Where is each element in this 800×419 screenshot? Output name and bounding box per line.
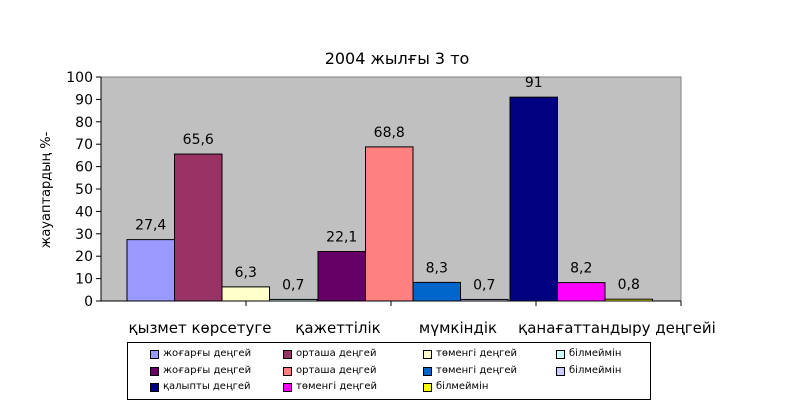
bar <box>317 250 366 302</box>
bar <box>221 286 270 302</box>
legend-swatch <box>423 366 432 376</box>
y-tick-label: 100 <box>66 70 93 86</box>
legend-item: төменгі деңгей <box>423 365 517 378</box>
y-tick-label: 40 <box>75 204 93 220</box>
bar <box>269 298 318 302</box>
y-tick-label: 10 <box>75 272 93 288</box>
data-label: 27,4 <box>135 218 166 234</box>
bar <box>126 239 175 302</box>
legend-item: төменгі деңгей <box>423 348 517 361</box>
legend-item: білмеймін <box>556 365 621 378</box>
legend-item: орташа деңгей <box>283 365 376 378</box>
y-tick-label: 50 <box>75 182 93 198</box>
legend-swatch <box>556 349 565 359</box>
legend-label: төменгі деңгей <box>436 365 517 376</box>
y-tick-label: 80 <box>75 115 93 131</box>
y-tick-label: 90 <box>75 92 93 108</box>
data-label: 0,8 <box>618 277 640 293</box>
bar <box>365 146 414 302</box>
data-label: 8,2 <box>570 261 592 277</box>
legend-swatch <box>556 366 565 376</box>
legend-label: білмеймін <box>569 348 622 359</box>
legend-swatch <box>150 382 159 392</box>
y-tick-label: 30 <box>75 227 93 243</box>
legend-item: қалыпты деңгей <box>150 381 250 394</box>
legend-item: жоғарғы деңгей <box>150 365 251 378</box>
legend-label: қалыпты деңгей <box>163 381 251 392</box>
legend-swatch <box>423 382 432 392</box>
bar <box>460 298 509 302</box>
legend-swatch <box>283 382 292 392</box>
legend-label: орташа деңгей <box>296 348 377 359</box>
data-label: 65,6 <box>183 132 214 148</box>
legend-label: орташа деңгей <box>296 365 377 376</box>
chart-title: 2004 жылғы 3 то <box>325 49 470 68</box>
data-label: 91 <box>525 75 543 91</box>
y-tick-label: 20 <box>75 249 93 265</box>
y-tick-label: 60 <box>75 160 93 176</box>
x-tick-label: қанағаттандыру деңгейі <box>518 319 716 337</box>
x-tick-label: мүмкіндік <box>419 319 497 337</box>
legend-swatch <box>150 349 159 359</box>
data-label: 6,3 <box>235 265 257 281</box>
legend-item: төменгі деңгей <box>283 381 377 394</box>
legend-swatch <box>283 349 292 359</box>
data-label: 0,7 <box>282 277 304 293</box>
data-label: 0,7 <box>473 277 495 293</box>
x-tick-label: қажеттілік <box>295 319 380 337</box>
data-label: 8,3 <box>426 260 448 276</box>
bar <box>509 96 558 302</box>
legend-item: орташа деңгей <box>283 348 376 361</box>
legend-swatch <box>150 366 159 376</box>
legend-label: жоғарғы деңгей <box>163 365 252 376</box>
legend-swatch <box>423 349 432 359</box>
y-axis-label: жауаптардың %- <box>39 131 54 248</box>
legend-label: төменгі деңгей <box>436 348 517 359</box>
legend-label: білмеймін <box>569 365 622 376</box>
bar <box>604 298 653 302</box>
legend-label: білмеймін <box>436 381 489 392</box>
data-label: 68,8 <box>374 125 405 141</box>
data-label: 22,1 <box>326 229 357 245</box>
legend-swatch <box>283 366 292 376</box>
legend-item: білмеймін <box>556 348 621 361</box>
legend: жоғарғы деңгей орташа деңгей төменгі деңге… <box>127 342 651 400</box>
bar <box>174 153 223 302</box>
legend-item: жоғарғы деңгей <box>150 348 251 361</box>
y-tick-label: 70 <box>75 137 93 153</box>
legend-item: білмеймін <box>423 381 488 394</box>
y-tick-label: 0 <box>84 294 93 310</box>
bar <box>557 282 606 302</box>
legend-label: төменгі деңгей <box>296 381 377 392</box>
bar <box>412 281 461 302</box>
legend-label: жоғарғы деңгей <box>163 348 252 359</box>
x-tick-label: қызмет көрсетуге <box>129 319 272 337</box>
